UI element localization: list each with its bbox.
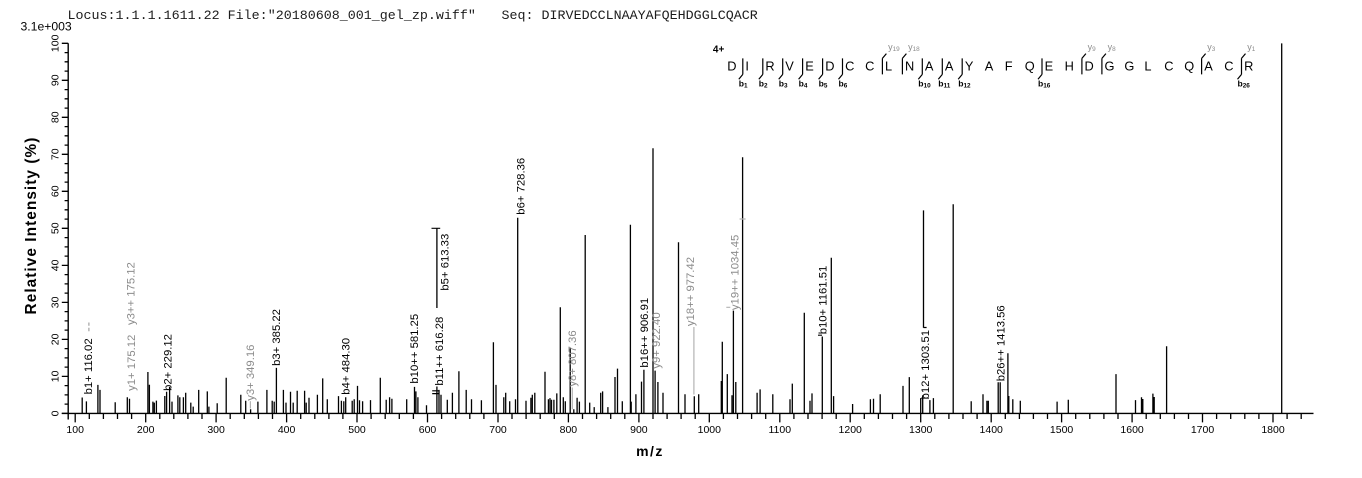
svg-text:700: 700 [489, 424, 507, 436]
svg-text:y9+ 922.40: y9+ 922.40 [651, 312, 663, 368]
svg-text:1300: 1300 [909, 424, 933, 436]
svg-text:I: I [745, 59, 749, 74]
svg-text:1500: 1500 [1050, 424, 1074, 436]
svg-text:50: 50 [49, 222, 61, 234]
svg-text:b11++ 616.28: b11++ 616.28 [434, 317, 446, 386]
svg-text:A: A [925, 59, 934, 74]
svg-text:300: 300 [207, 424, 225, 436]
svg-text:1700: 1700 [1191, 424, 1215, 436]
svg-text:D: D [1085, 59, 1094, 74]
svg-text:y18: y18 [908, 42, 920, 53]
svg-text:L: L [1144, 59, 1151, 74]
svg-text:4+: 4+ [713, 44, 725, 55]
svg-text:H: H [1065, 59, 1074, 74]
svg-text:Relative Intensity (%): Relative Intensity (%) [23, 137, 40, 315]
svg-text:1400: 1400 [980, 424, 1004, 436]
svg-text:N: N [905, 59, 914, 74]
svg-text:V: V [785, 59, 794, 74]
svg-text:y19: y19 [888, 42, 900, 53]
svg-text:40: 40 [49, 259, 61, 271]
svg-text:b2: b2 [759, 79, 768, 90]
svg-text:b6: b6 [839, 79, 848, 90]
svg-text:1600: 1600 [1120, 424, 1144, 436]
svg-text:Y: Y [965, 59, 974, 74]
svg-text:b5: b5 [819, 79, 828, 90]
svg-text:b26: b26 [1238, 79, 1251, 90]
svg-text:20: 20 [49, 333, 61, 345]
svg-text:b6+ 728.36: b6+ 728.36 [515, 158, 527, 215]
svg-text:70: 70 [49, 148, 61, 160]
svg-text:b4: b4 [799, 79, 808, 90]
svg-text:b2+ 229.12: b2+ 229.12 [162, 334, 174, 391]
svg-text:200: 200 [137, 424, 155, 436]
svg-text:30: 30 [49, 296, 61, 308]
svg-text:m/z: m/z [636, 443, 664, 459]
svg-text:b4+ 484.30: b4+ 484.30 [341, 338, 353, 395]
svg-text:b26++ 1413.56: b26++ 1413.56 [995, 305, 1007, 381]
svg-text:b16: b16 [1038, 79, 1051, 90]
svg-text:b10++ 581.25: b10++ 581.25 [409, 314, 421, 384]
svg-text:b11: b11 [938, 79, 950, 90]
svg-text:y3++ 175.12: y3++ 175.12 [126, 262, 138, 325]
svg-text:y3: y3 [1207, 42, 1216, 53]
svg-text:1200: 1200 [839, 424, 863, 436]
svg-text:b3+ 385.22: b3+ 385.22 [271, 309, 283, 366]
svg-text:C: C [1224, 59, 1233, 74]
svg-text:y8+ 807.36: y8+ 807.36 [567, 330, 579, 386]
svg-text:b10+ 1161.51: b10+ 1161.51 [817, 266, 829, 335]
svg-text:A: A [945, 59, 954, 74]
svg-text:b1: b1 [739, 79, 748, 90]
svg-text:b3: b3 [779, 79, 788, 90]
svg-text:Seq: DIRVEDCCLNAAYAFQEHDGGLCQA: Seq: DIRVEDCCLNAAYAFQEHDGGLCQACR [502, 9, 758, 24]
svg-text:b12+ 1303.51: b12+ 1303.51 [920, 330, 932, 399]
svg-text:1800: 1800 [1261, 424, 1285, 436]
svg-text:Q: Q [1184, 59, 1194, 74]
svg-text:60: 60 [49, 185, 61, 197]
svg-text:F: F [1005, 59, 1013, 74]
svg-text:y18++ 977.42: y18++ 977.42 [685, 257, 697, 326]
svg-text:800: 800 [560, 424, 578, 436]
svg-text:D: D [825, 59, 834, 74]
svg-text:b10: b10 [918, 79, 931, 90]
svg-text:A: A [1204, 59, 1213, 74]
svg-text:80: 80 [49, 111, 61, 123]
svg-text:100: 100 [49, 34, 61, 52]
svg-text:G: G [1105, 59, 1115, 74]
svg-text:C: C [845, 59, 854, 74]
svg-text:b12: b12 [958, 79, 971, 90]
svg-text:1000: 1000 [698, 424, 722, 436]
svg-text:Locus:1.1.1.1611.22 File:"2018: Locus:1.1.1.1611.22 File:"20180608_001_g… [68, 9, 476, 24]
svg-text:y9: y9 [1088, 42, 1097, 53]
svg-text:100: 100 [66, 424, 84, 436]
svg-text:10: 10 [49, 370, 61, 382]
svg-text:E: E [1045, 59, 1054, 74]
svg-text:1100: 1100 [769, 424, 792, 436]
svg-text:900: 900 [630, 424, 648, 436]
svg-text:y3+ 349.16: y3+ 349.16 [245, 345, 257, 401]
svg-text:L: L [885, 59, 892, 74]
svg-text:3.1e+003: 3.1e+003 [21, 20, 72, 34]
svg-text:90: 90 [49, 74, 61, 86]
svg-text:C: C [1164, 59, 1173, 74]
svg-text:R: R [1244, 59, 1253, 74]
svg-text:R: R [765, 59, 774, 74]
svg-text:500: 500 [348, 424, 366, 436]
svg-text:y19++ 1034.45: y19++ 1034.45 [730, 235, 742, 310]
svg-text:E: E [805, 59, 814, 74]
svg-text:C: C [865, 59, 874, 74]
svg-text:400: 400 [278, 424, 296, 436]
svg-text:D: D [727, 59, 736, 74]
svg-text:y1+ 175.12: y1+ 175.12 [126, 335, 138, 391]
svg-text:G: G [1124, 59, 1134, 74]
svg-text:y8: y8 [1108, 42, 1117, 53]
svg-text:0: 0 [49, 410, 61, 416]
svg-text:y1: y1 [1247, 42, 1256, 53]
svg-text:b16++ 906.91: b16++ 906.91 [639, 298, 651, 368]
svg-text:b1+ 116.02: b1+ 116.02 [83, 338, 95, 394]
svg-text:600: 600 [419, 424, 437, 436]
svg-text:b5+ 613.33: b5+ 613.33 [440, 234, 452, 291]
svg-text:A: A [985, 59, 994, 74]
svg-text:Q: Q [1025, 59, 1035, 74]
